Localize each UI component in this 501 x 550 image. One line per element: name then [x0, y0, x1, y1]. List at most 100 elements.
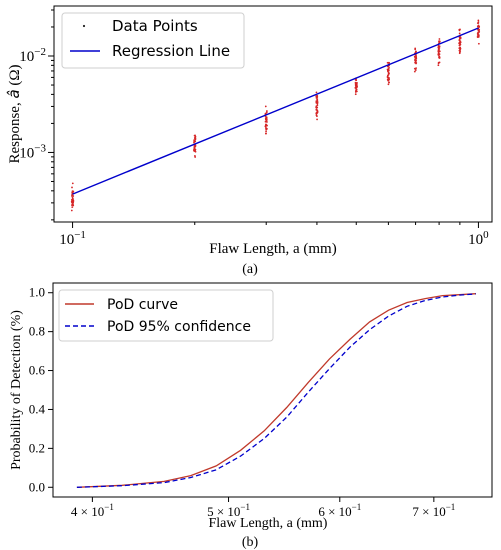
data-point — [437, 50, 440, 53]
legend-box — [58, 289, 274, 342]
y-tick-label: 10−2 — [19, 46, 46, 65]
data-point — [265, 119, 268, 122]
data-point — [265, 110, 268, 112]
data-point — [414, 69, 417, 71]
data-point — [458, 32, 461, 35]
y-tick-label: 0.2 — [29, 440, 45, 455]
data-point — [265, 132, 267, 135]
data-point — [265, 130, 267, 133]
data-point — [438, 56, 440, 59]
data-point — [266, 121, 268, 123]
data-point — [388, 61, 391, 64]
panel-label-b: (b) — [242, 535, 259, 550]
panel-label-a: (a) — [242, 262, 258, 277]
data-point — [315, 91, 318, 94]
legend: Data Points Regression Line — [61, 12, 245, 69]
data-point — [477, 42, 480, 45]
y-tick-label: 0.8 — [29, 324, 45, 339]
y-tick-label: 0.0 — [29, 479, 45, 494]
pod-confidence-line — [76, 293, 476, 488]
data-point — [316, 100, 319, 103]
data-point — [458, 29, 461, 32]
data-point — [315, 106, 318, 109]
data-point — [354, 91, 357, 93]
data-point — [415, 62, 417, 65]
plot-frame — [53, 5, 493, 223]
data-point — [459, 48, 461, 51]
data-point — [193, 148, 196, 151]
regression-line — [72, 27, 479, 195]
data-point — [477, 33, 480, 36]
data-point — [264, 124, 267, 127]
data-point — [354, 83, 357, 86]
legend-label-pod-confidence: PoD 95% confidence — [107, 319, 251, 335]
pod-curve-line — [76, 293, 476, 488]
legend-label-data-points: Data Points — [112, 17, 198, 35]
data-point — [477, 25, 480, 28]
legend-label-pod-curve: PoD curve — [107, 297, 178, 313]
data-point — [386, 78, 389, 81]
data-point — [193, 139, 196, 142]
data-point — [71, 182, 74, 185]
y-tick-label: 10−3 — [19, 142, 46, 161]
data-point — [458, 47, 461, 50]
y-tick-label: 0.4 — [29, 401, 46, 416]
data-point — [387, 76, 390, 79]
panel-a: 10−1 100 10−3 10−2 Data Points Regression Lin… — [5, 5, 493, 277]
data-point — [458, 52, 461, 55]
y-tick-label: 1.0 — [29, 285, 45, 300]
data-point — [459, 37, 461, 39]
data-point — [458, 39, 461, 42]
x-tick-label: 100 — [468, 229, 489, 248]
data-point — [70, 201, 73, 204]
data-point — [316, 104, 319, 107]
data-point — [315, 112, 318, 115]
data-point — [459, 43, 462, 46]
data-point — [264, 117, 267, 119]
data-point — [354, 93, 357, 96]
data-point — [194, 137, 197, 140]
data-point — [316, 109, 319, 112]
data-point — [478, 28, 480, 31]
data-point — [414, 56, 417, 59]
data-point — [476, 36, 479, 38]
data-point — [386, 75, 389, 78]
data-point — [413, 70, 416, 73]
x-tick-label: 5 × 10−1 — [207, 502, 250, 519]
data-point — [438, 61, 441, 64]
data-point — [458, 41, 461, 43]
data-point — [477, 19, 480, 22]
data-point — [316, 115, 318, 118]
data-point — [315, 101, 318, 104]
data-point — [264, 105, 267, 108]
data-point — [72, 200, 75, 203]
x-axis-label: Flaw Length, a (mm) — [209, 516, 328, 531]
data-point — [387, 83, 390, 86]
data-point — [476, 22, 479, 25]
data-point — [414, 48, 417, 51]
data-point — [388, 72, 390, 75]
data-point — [265, 111, 268, 114]
data-point — [387, 68, 390, 70]
data-point — [315, 95, 318, 98]
data-point — [355, 86, 357, 89]
panel-b: 4 × 10−1 5 × 10−1 6 × 10−1 7 × 10−1 0.0 0.2 0.… — [9, 282, 493, 550]
data-point — [388, 81, 390, 84]
data-point — [71, 186, 73, 189]
data-point — [438, 40, 440, 43]
y-axis-label: Response, â (Ω) — [5, 64, 23, 163]
legend-marker-data-points — [82, 24, 86, 28]
y-tick-label: 0.6 — [29, 363, 46, 378]
data-point — [437, 64, 440, 67]
data-point — [265, 128, 268, 131]
x-tick-label: 10−1 — [59, 229, 86, 248]
data-point — [437, 52, 440, 55]
data-point — [265, 127, 268, 130]
legend-label-regression-line: Regression Line — [112, 42, 230, 60]
data-point — [71, 206, 74, 209]
data-point — [415, 50, 417, 53]
data-point — [194, 134, 196, 137]
data-point — [414, 58, 416, 61]
data-point — [413, 67, 416, 70]
